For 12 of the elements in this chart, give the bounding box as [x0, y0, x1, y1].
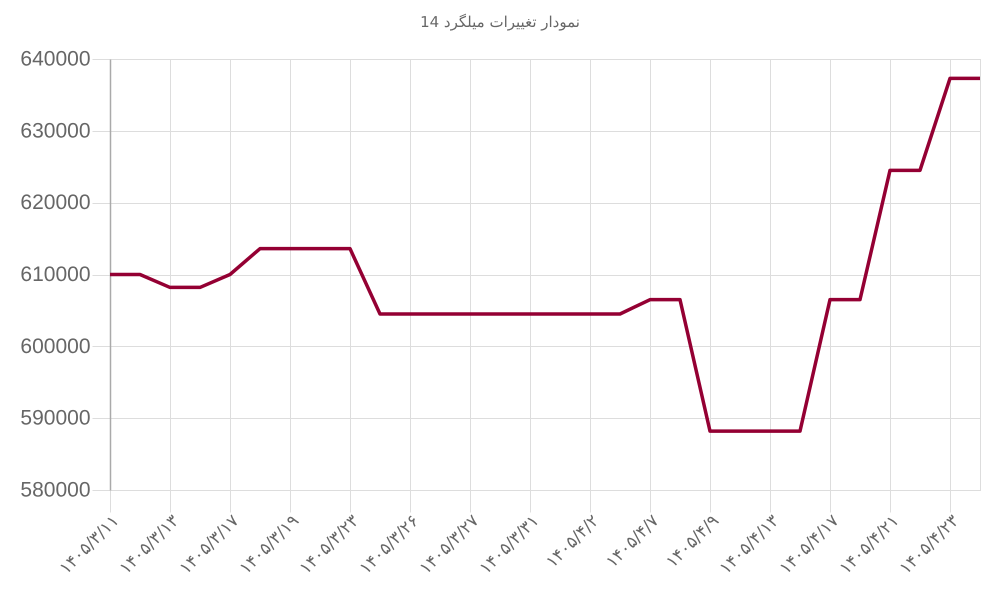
- x-tick-label: ۱۴۰۵/۳/۳۱: [476, 511, 544, 579]
- x-tick-label: ۱۴۰۵/۴/۷: [602, 511, 664, 572]
- y-tick-label: 590000: [20, 406, 90, 430]
- y-tick-label: 620000: [20, 191, 90, 214]
- x-tick-label: ۱۴۰۵/۴/۲: [542, 511, 604, 572]
- y-tick-label: 630000: [20, 119, 90, 142]
- chart-title: نمودار تغییرات میلگرد 14: [420, 13, 580, 31]
- x-tick-label: ۱۴۰۵/۴/۲۳: [896, 511, 964, 579]
- y-tick-label: 600000: [20, 334, 90, 358]
- y-tick-label: 610000: [20, 263, 90, 286]
- y-tick-label: 580000: [20, 478, 90, 502]
- y-tick-label: 640000: [20, 48, 90, 70]
